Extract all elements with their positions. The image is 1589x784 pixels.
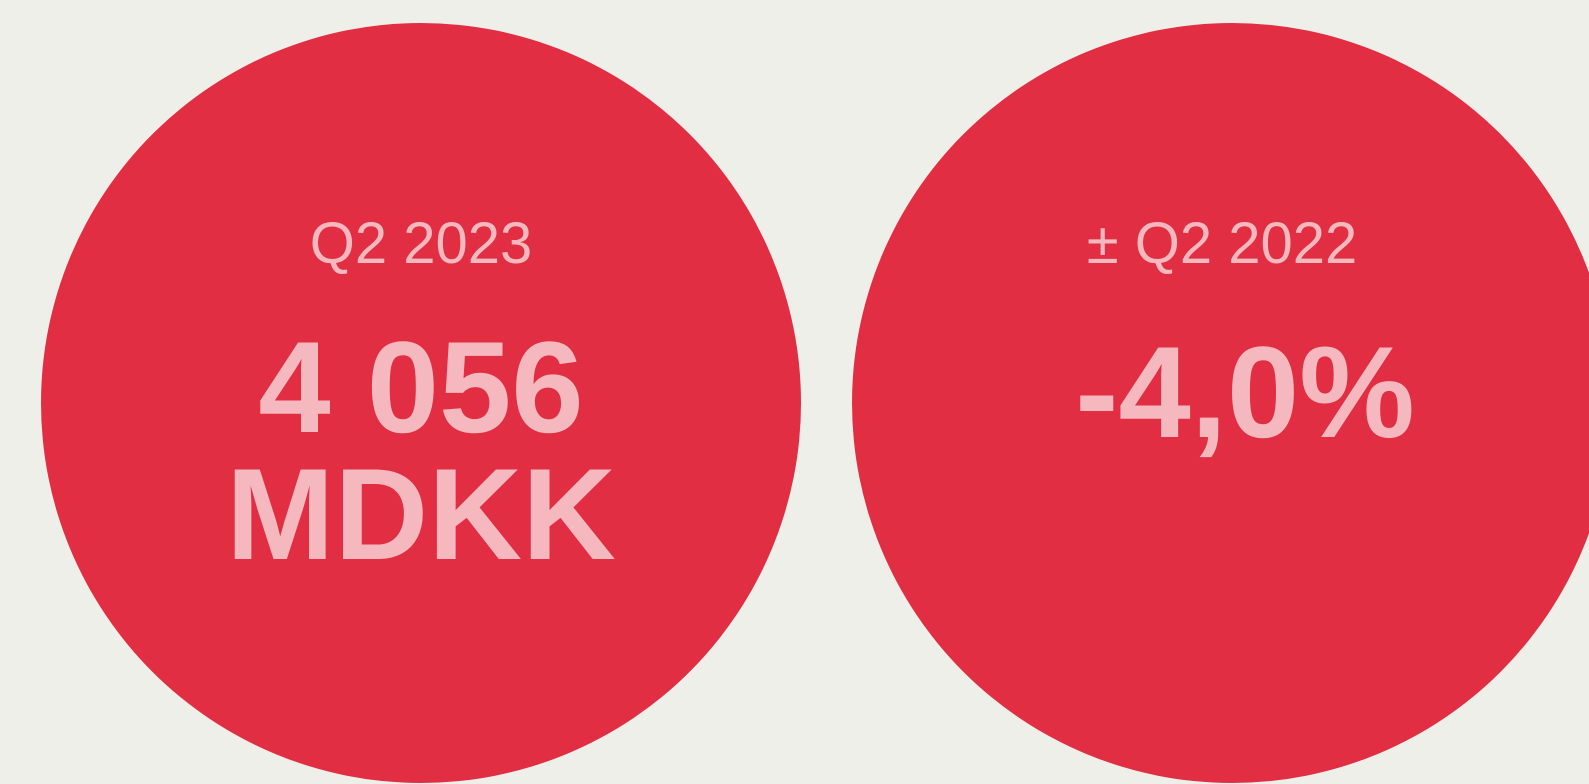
card-value: 4 056 <box>258 314 583 460</box>
card-value: -4,0% <box>1075 319 1415 465</box>
card-label: ± Q2 2022 <box>1087 211 1357 276</box>
card-value: MDKK <box>226 441 616 587</box>
card-label: Q2 2023 <box>310 211 533 276</box>
card-circle <box>41 23 801 783</box>
card-circle <box>852 23 1589 783</box>
